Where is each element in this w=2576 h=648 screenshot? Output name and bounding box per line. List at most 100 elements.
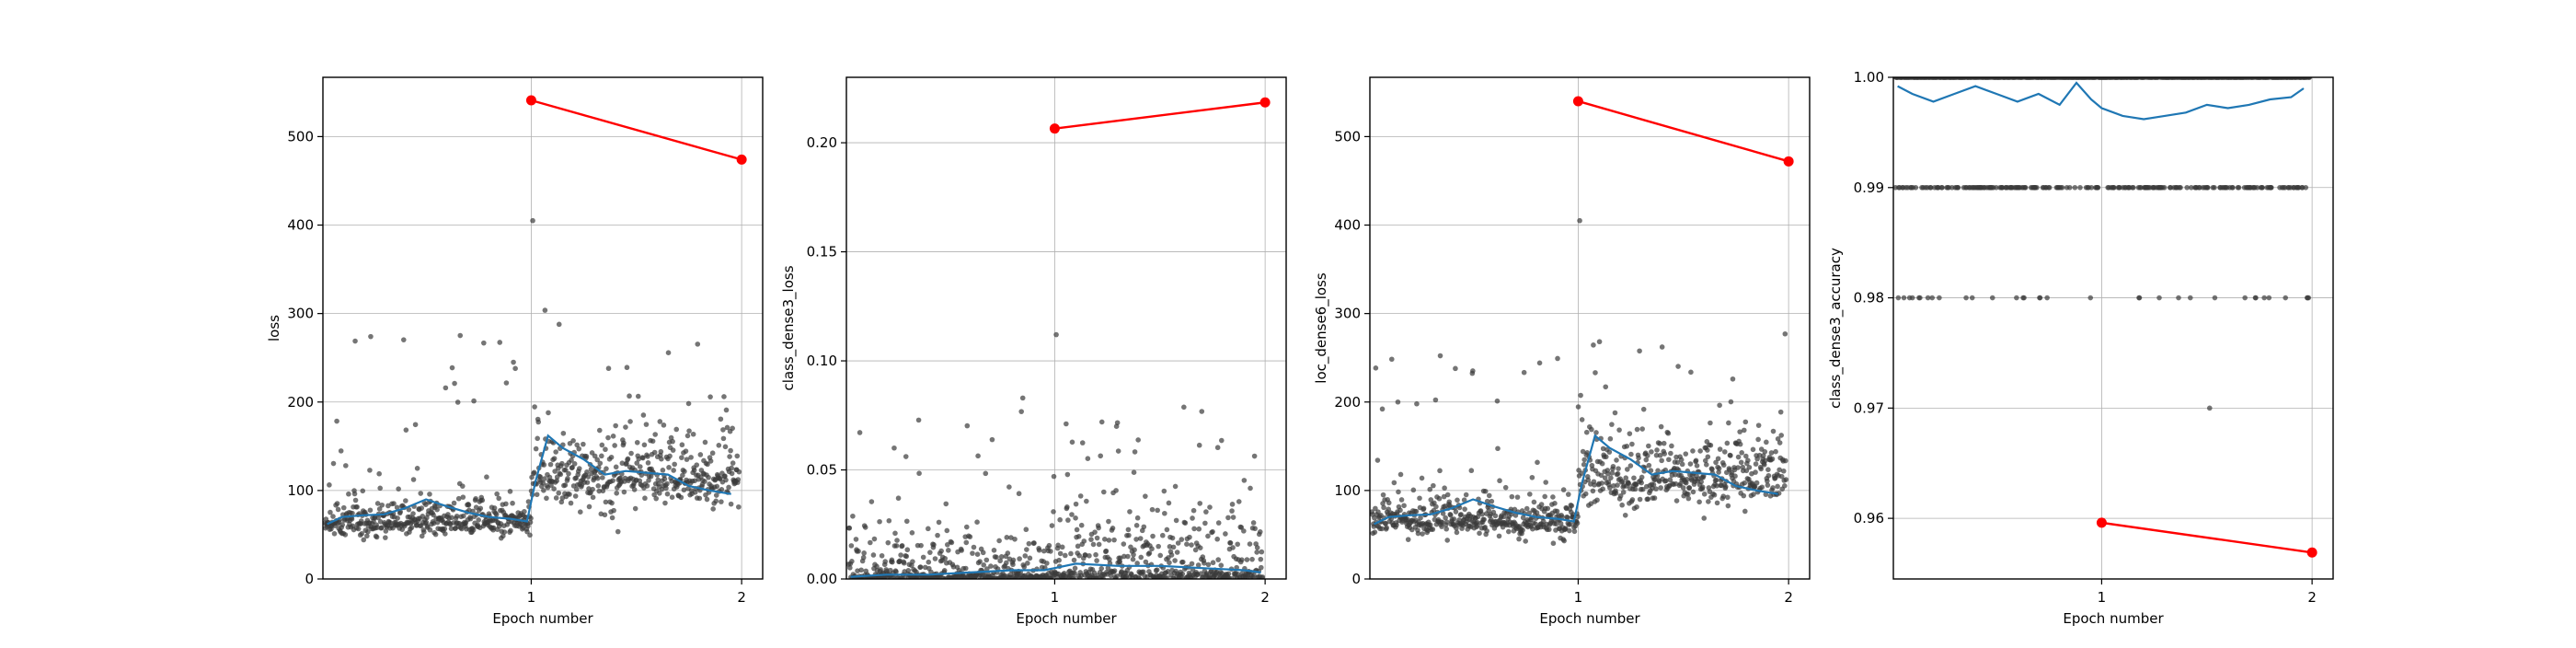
- batch-point: [1036, 547, 1042, 553]
- batch-point: [1081, 538, 1087, 544]
- batch-point: [1443, 526, 1449, 532]
- batch-point: [967, 534, 973, 539]
- batch-point: [375, 515, 381, 521]
- batch-point: [849, 559, 855, 564]
- batch-point: [1636, 455, 1641, 461]
- batch-point: [1155, 507, 1160, 514]
- batch-point: [1215, 520, 1222, 526]
- batch-point: [904, 547, 911, 553]
- batch-point: [1574, 520, 1581, 526]
- batch-point: [339, 522, 346, 527]
- batch-point: [592, 453, 598, 459]
- batch-point: [652, 432, 658, 437]
- y-tick-label: 0.10: [807, 353, 837, 369]
- batch-point: [1182, 520, 1189, 526]
- batch-point: [1585, 477, 1592, 483]
- batch-point: [1121, 553, 1127, 560]
- batch-point: [525, 499, 532, 504]
- batch-point: [1624, 467, 1630, 472]
- batch-point: [1006, 484, 1012, 490]
- batch-point: [631, 487, 638, 492]
- batch-point: [1405, 537, 1411, 542]
- batch-point: [354, 503, 360, 510]
- batch-point: [460, 494, 466, 500]
- batch-point: [1157, 552, 1164, 559]
- batch-point: [1697, 448, 1703, 454]
- batch-point: [1230, 545, 1236, 550]
- batch-point: [596, 427, 603, 434]
- batch-point: [1520, 527, 1525, 533]
- batch-point: [408, 525, 415, 530]
- batch-point: [1413, 508, 1420, 515]
- subplot-2: 1 2 0.00 0.05 0.10 0.15 0.20 Epoch number class_…: [780, 76, 1287, 627]
- batch-point: [599, 453, 604, 459]
- batch-point: [457, 332, 464, 339]
- batch-point: [1005, 550, 1011, 556]
- batch-point: [1251, 573, 1257, 578]
- batch-point: [585, 474, 592, 480]
- batch-point: [1161, 488, 1167, 494]
- batch-point: [2022, 184, 2029, 191]
- x-tick-label: 2: [1260, 589, 1270, 606]
- axes-frame: [1892, 76, 2334, 580]
- batch-point: [400, 337, 407, 342]
- batch-point: [501, 529, 508, 535]
- batch-point: [1439, 524, 1444, 529]
- batch-point: [1388, 356, 1395, 363]
- y-tick-label: 300: [287, 306, 314, 322]
- batch-point: [686, 428, 692, 434]
- batch-point: [1073, 515, 1078, 521]
- batch-point: [643, 422, 650, 427]
- batch-point: [1197, 501, 1203, 506]
- batch-point: [1057, 550, 1064, 557]
- batch-point: [1190, 507, 1197, 514]
- batch-point: [451, 500, 457, 506]
- batch-point: [718, 475, 723, 481]
- batch-point: [1106, 518, 1111, 525]
- y-tick-label: 0.05: [807, 462, 837, 479]
- batch-point: [470, 526, 477, 533]
- batch-point: [1655, 468, 1661, 474]
- batch-point: [1696, 499, 1702, 505]
- batch-point: [2034, 184, 2040, 191]
- batch-point: [1495, 446, 1501, 452]
- batch-point: [1443, 515, 1448, 521]
- batch-point: [662, 500, 668, 506]
- batch-point: [848, 543, 855, 549]
- batch-point: [1737, 429, 1742, 434]
- batch-point: [661, 476, 668, 482]
- batch-point: [1383, 521, 1388, 526]
- batch-point: [1196, 526, 1202, 532]
- batch-point: [1141, 524, 1147, 530]
- batch-point: [1722, 483, 1729, 490]
- axes-frame: [845, 76, 1287, 580]
- batch-point: [981, 562, 987, 568]
- batch-point: [1484, 528, 1490, 534]
- batch-point: [594, 457, 601, 463]
- batch-point: [634, 439, 640, 446]
- batch-point: [1607, 435, 1614, 442]
- batch-point: [1969, 295, 1975, 301]
- batch-point: [1395, 399, 1401, 405]
- batch-point: [860, 554, 867, 561]
- batch-point: [1687, 461, 1694, 467]
- batch-point: [1379, 526, 1385, 532]
- batch-point: [328, 509, 333, 515]
- batch-point: [707, 394, 713, 399]
- batch-point: [537, 474, 544, 480]
- batch-point: [383, 535, 388, 540]
- batch-point: [1645, 453, 1650, 458]
- batch-point: [1133, 523, 1140, 528]
- batch-point: [503, 380, 510, 386]
- batch-point: [874, 563, 880, 570]
- batch-point: [1017, 556, 1022, 561]
- batch-point: [1420, 505, 1427, 512]
- batch-point: [1477, 530, 1482, 537]
- batch-point: [1708, 420, 1713, 426]
- batch-point: [1651, 495, 1658, 501]
- batch-point: [597, 460, 604, 467]
- batch-point: [1536, 360, 1543, 366]
- subplot-4: 1 2 0.96 0.97 0.98 0.99 1.00 Epoch number class_…: [1827, 69, 2334, 627]
- batch-point: [553, 495, 559, 501]
- epoch-point: [1049, 123, 1060, 134]
